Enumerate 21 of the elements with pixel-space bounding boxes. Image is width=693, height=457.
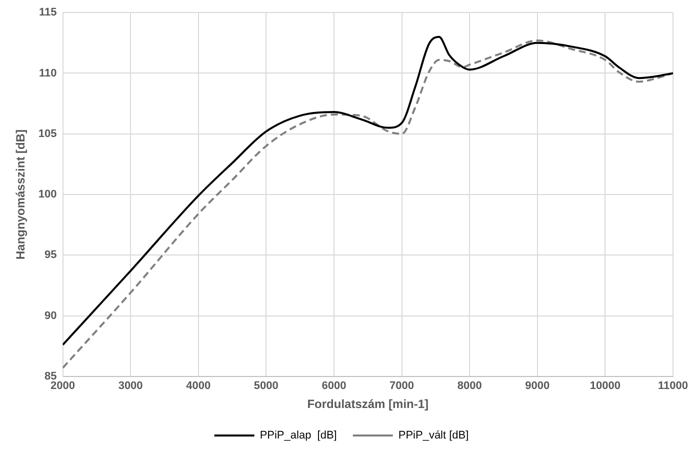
y-tick-label: 90 xyxy=(44,310,57,322)
y-axis-title: Hangnyomásszint [dB] xyxy=(14,129,28,260)
x-tick-label: 11000 xyxy=(658,380,688,392)
x-tick-label: 4000 xyxy=(186,380,211,392)
legend-label: PPiP_alap [dB] xyxy=(260,430,337,442)
x-tick-label: 2000 xyxy=(50,380,75,392)
x-tick-label: 3000 xyxy=(118,380,143,392)
x-tick-label: 8000 xyxy=(457,380,482,392)
y-tick-label: 115 xyxy=(39,6,57,19)
x-tick-label: 9000 xyxy=(525,380,550,392)
x-tick-label: 6000 xyxy=(322,380,346,392)
legend-label: PPiP_vált [dB] xyxy=(398,430,469,442)
x-tick-label: 5000 xyxy=(254,380,278,392)
x-tick-label: 7000 xyxy=(390,380,414,392)
y-tick-label: 100 xyxy=(38,188,57,201)
y-tick-label: 110 xyxy=(39,67,57,80)
y-tick-label: 105 xyxy=(38,128,57,140)
y-tick-label: 95 xyxy=(44,249,57,262)
y-tick-label: 85 xyxy=(44,370,57,382)
x-tick-label: 10000 xyxy=(590,380,620,392)
x-axis-title: Fordulatszám [min-1] xyxy=(307,397,429,412)
